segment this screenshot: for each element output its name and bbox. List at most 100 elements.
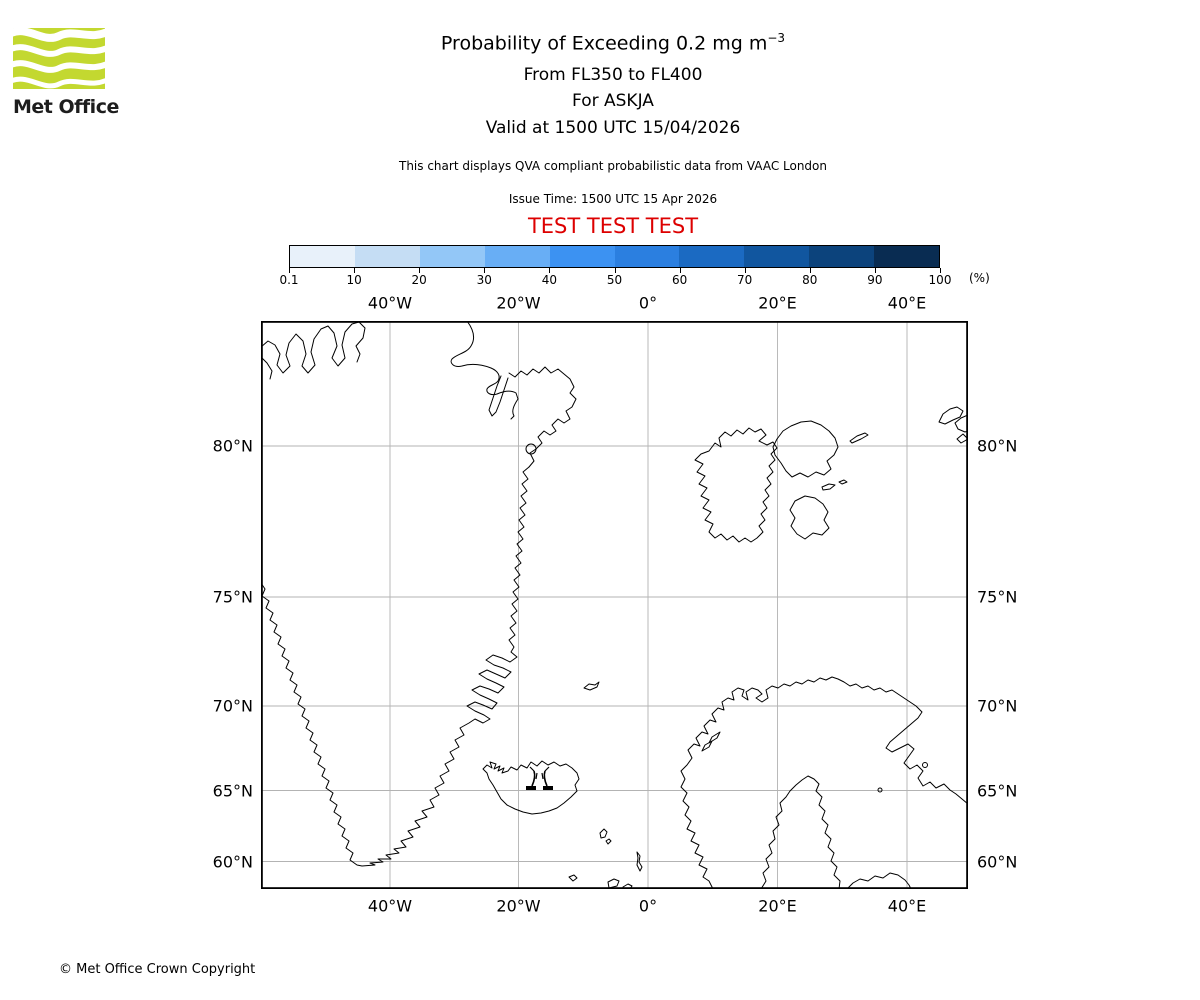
lat-label-left-70°N: 70°N: [212, 696, 253, 716]
map-border: [260, 320, 969, 890]
coastline-franz-josef-1: [938, 406, 964, 425]
coastline-svalbard-spitsbergen: [694, 427, 778, 543]
test-banner: TEST TEST TEST: [527, 214, 699, 238]
colorbar-tick-mark: [679, 268, 681, 273]
coastline-finland-south: [846, 872, 912, 890]
coastline-svalbard-edgeoya: [789, 495, 830, 540]
colorbar-tick-label-80: 80: [802, 273, 818, 287]
lon-label-top-0°: 0°: [638, 293, 658, 313]
colorbar-tick-label-30: 30: [476, 273, 492, 287]
colorbar-segment-0.1-to-10: [290, 246, 355, 267]
issue-time: Issue Time: 1500 UTC 15 Apr 2026: [508, 192, 718, 206]
colorbar-tick-label-70: 70: [737, 273, 753, 287]
colorbar-tick-label-10: 10: [346, 273, 362, 287]
lon-label-top-40°E: 40°E: [887, 293, 927, 313]
colorbar-tick-label-50: 50: [606, 273, 623, 287]
met-office-logo-text: Met Office: [13, 96, 119, 118]
coastline-lofoten-1: [708, 731, 721, 744]
colorbar-segment-60-to-70: [679, 246, 745, 267]
colorbar-tick-mark: [614, 268, 616, 273]
lat-label-right-65°N: 65°N: [977, 781, 1018, 800]
lon-label-bottom-0°: 0°: [638, 896, 658, 916]
colorbar-tick-mark: [419, 268, 421, 273]
coastline-kong-karls-land: [821, 483, 836, 491]
colorbar-tick-mark: [354, 268, 356, 273]
volcano-marker-askja: [526, 766, 553, 790]
coastline-greenland-main: [260, 466, 530, 867]
colorbar-ticks: 0.1 10 20 30 40 50 60 70 80 90 100: [279, 268, 951, 294]
lat-label-right-75°N: 75°N: [977, 587, 1018, 607]
colorbar-tick-mark: [874, 268, 876, 273]
lon-label-top-20°W: 20°W: [496, 293, 541, 313]
coastline-scandinavia: [680, 676, 969, 890]
map-svg: [260, 320, 969, 890]
met-office-logo-mark: [7, 26, 114, 89]
coastline-iceland: [482, 760, 580, 815]
copyright-text: © Met Office Crown Copyright: [59, 962, 256, 977]
lake-2: [922, 762, 928, 768]
lat-label-right-70°N: 70°N: [977, 696, 1018, 716]
coastline-gulf-of-bothnia: [760, 775, 841, 890]
colorbar-segment-30-to-40: [484, 246, 550, 267]
coastline-north-greenland: [260, 321, 366, 374]
subtitle-flight-levels: From FL350 to FL400: [523, 65, 703, 85]
coastline-franz-josef-3: [956, 433, 969, 444]
coastline-north-greenland-2: [260, 356, 273, 380]
colorbar-segment-10-to-20: [354, 246, 420, 267]
colorbar-tick-mark: [809, 268, 811, 273]
colorbar-tick-label-40: 40: [541, 273, 558, 287]
lat-label-left-80°N: 80°N: [212, 436, 253, 456]
coastline-kong-karls-land-2: [838, 479, 848, 485]
coastline-orkney: [607, 878, 620, 889]
lat-label-right-80°N: 80°N: [977, 436, 1018, 456]
subtitle-volcano: For ASKJA: [572, 91, 654, 111]
lake-1: [877, 787, 883, 793]
lon-label-bottom-40°W: 40°W: [367, 896, 413, 916]
coastline-greenland-islet: [525, 443, 537, 455]
coastline-ne-greenland-fjord: [488, 375, 509, 417]
colorbar-tick-label-20: 20: [411, 273, 427, 287]
lat-label-left-60°N: 60°N: [212, 852, 253, 871]
coastline-islet-west: [568, 874, 578, 882]
coastline-lofoten-2: [701, 740, 713, 752]
coastline-ne-greenland-blob: [508, 366, 577, 468]
page-title: Probability of Exceeding 0.2 mg m−3: [440, 31, 786, 55]
map-canvas: [260, 320, 969, 890]
colorbar-tick-mark: [484, 268, 486, 273]
colorbar-tick-mark: [289, 268, 290, 273]
coastline-ne-greenland-hook: [450, 320, 519, 420]
colorbar: [289, 245, 940, 268]
graticule: [261, 321, 968, 889]
coastline-shetland: [636, 851, 643, 872]
coastline-jan-mayen: [583, 681, 600, 691]
lon-label-top-40°W: 40°W: [367, 293, 413, 313]
colorbar-tick-label-90: 90: [867, 273, 883, 287]
colorbar-segment-40-to-50: [549, 246, 615, 267]
coastline-svalbard-nordaustlandet: [772, 420, 839, 478]
coastline-franz-josef-2: [954, 414, 969, 433]
colorbar-segment-70-to-80: [744, 246, 810, 267]
colorbar-tick-mark: [940, 268, 941, 273]
lat-label-left-65°N: 65°N: [212, 781, 253, 800]
colorbar-tick-label-0.1: 0.1: [279, 273, 299, 287]
lat-label-left-75°N: 75°N: [212, 587, 253, 607]
lat-label-right-60°N: 60°N: [977, 852, 1018, 871]
qva-note: This chart displays QVA compliant probab…: [399, 159, 827, 173]
lon-label-bottom-20°W: 20°W: [496, 896, 541, 916]
coastline-faroes: [599, 828, 608, 839]
lon-label-bottom-20°E: 20°E: [758, 896, 797, 916]
colorbar-tick-label-100: 100: [928, 273, 952, 287]
lon-label-bottom-40°E: 40°E: [887, 896, 927, 916]
lon-label-top-20°E: 20°E: [758, 293, 797, 313]
colorbar-segment-50-to-60: [614, 246, 680, 267]
met-office-logo: Met Office: [7, 26, 123, 118]
coastline-kvitoya: [849, 432, 869, 444]
colorbar-tick-mark: [549, 268, 551, 273]
colorbar-tick-label-60: 60: [671, 273, 688, 287]
colorbar-segment-20-to-30: [419, 246, 485, 267]
title-superscript: −3: [767, 31, 786, 45]
coastline-faroes-2: [605, 838, 612, 845]
colorbar-segment-80-to-90: [809, 246, 875, 267]
subtitle-valid-time: Valid at 1500 UTC 15/04/2026: [485, 118, 741, 138]
